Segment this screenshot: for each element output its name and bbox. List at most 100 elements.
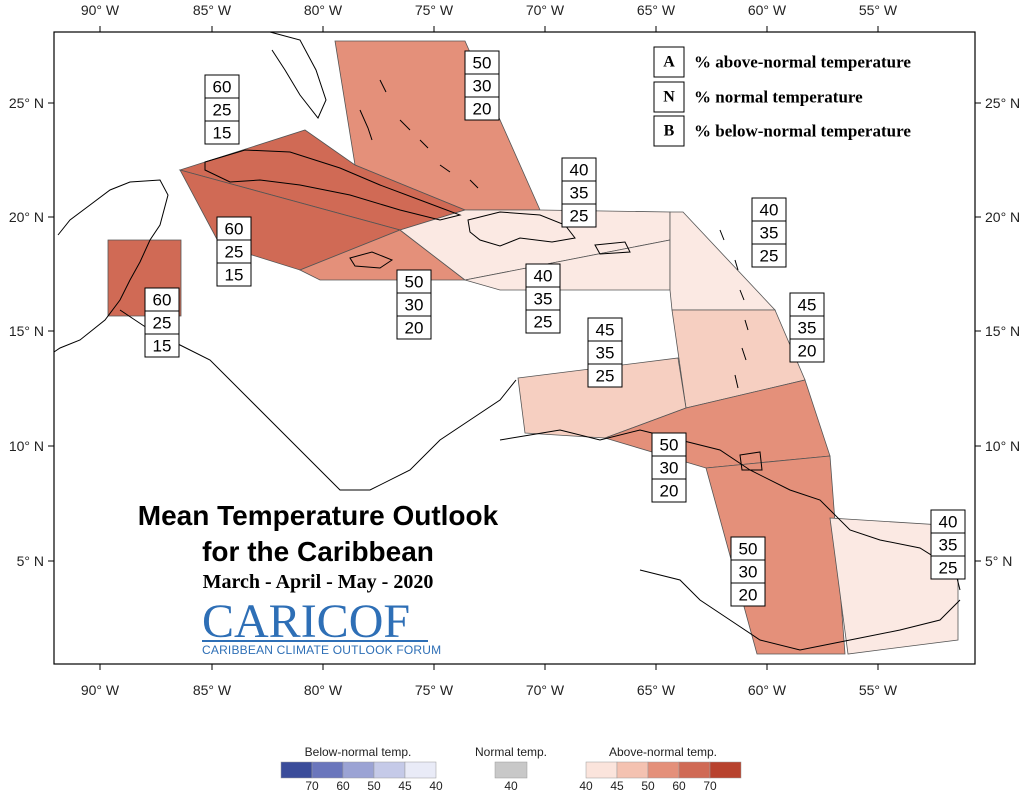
prob-value-n: 35 bbox=[939, 536, 958, 555]
prob-box-bahamas: 50 30 20 bbox=[464, 50, 500, 121]
lon-label-bottom: 75° W bbox=[415, 682, 454, 698]
lat-label-right: 25° N bbox=[985, 95, 1020, 111]
prob-value-b: 20 bbox=[405, 319, 424, 338]
below-tick: 45 bbox=[398, 779, 412, 791]
prob-value-a: 50 bbox=[405, 273, 424, 292]
prob-box-northern-leewards: 40 35 25 bbox=[751, 197, 787, 268]
lon-label-top: 60° W bbox=[748, 2, 787, 18]
prob-value-a: 60 bbox=[225, 220, 244, 239]
prob-value-n: 35 bbox=[596, 344, 615, 363]
prob-value-a: 50 bbox=[473, 54, 492, 73]
prob-value-b: 20 bbox=[660, 482, 679, 501]
prob-value-a: 40 bbox=[760, 201, 779, 220]
below-swatch bbox=[311, 761, 344, 779]
prob-box-trinidad: 50 30 20 bbox=[651, 432, 687, 503]
colorbar-normal-swatch: 40 bbox=[494, 761, 528, 791]
above-tick: 60 bbox=[672, 779, 686, 791]
prob-value-a: 50 bbox=[739, 540, 758, 559]
longitude-ticks: 90° W 90° W 85° W 85° W 80° W 80° W 75° W 75° W… bbox=[81, 2, 898, 698]
legend-row-b: B % below-normal temperature bbox=[653, 115, 911, 147]
lon-label-top: 70° W bbox=[526, 2, 565, 18]
prob-value-n: 30 bbox=[405, 296, 424, 315]
lat-label-left: 15° N bbox=[9, 323, 44, 339]
prob-value-b: 25 bbox=[534, 313, 553, 332]
prob-box-guyana: 50 30 20 bbox=[730, 536, 766, 607]
prob-value-a: 60 bbox=[213, 78, 232, 97]
below-tick: 70 bbox=[305, 779, 319, 791]
above-swatch bbox=[709, 761, 742, 779]
logo-subtitle: CARIBBEAN CLIMATE OUTLOOK FORUM bbox=[202, 643, 441, 657]
above-swatch bbox=[616, 761, 649, 779]
latitude-ticks: 25° N 25° N 20° N 20° N 15° N 15° N 10° N 10° N… bbox=[9, 95, 1020, 569]
lat-label-left: 25° N bbox=[9, 95, 44, 111]
lat-label-left: 5° N bbox=[17, 553, 44, 569]
prob-value-a: 45 bbox=[798, 296, 817, 315]
prob-value-b: 20 bbox=[798, 342, 817, 361]
prob-value-a: 45 bbox=[596, 321, 615, 340]
legend-text-a: % above-normal temperature bbox=[694, 53, 911, 72]
legend-letter-n: N bbox=[663, 89, 675, 106]
legend-text-b: % below-normal temperature bbox=[694, 122, 911, 141]
prob-box-jamaica: 50 30 20 bbox=[396, 269, 432, 340]
map-period: March - April - May - 2020 bbox=[203, 571, 434, 593]
legend-text-n: % normal temperature bbox=[694, 88, 863, 107]
prob-value-n: 35 bbox=[760, 224, 779, 243]
colorbar-above-title: Above-normal temp. bbox=[609, 745, 717, 759]
lon-label-bottom: 70° W bbox=[526, 682, 565, 698]
prob-value-b: 20 bbox=[473, 100, 492, 119]
prob-box-hispaniola: 40 35 25 bbox=[561, 157, 597, 228]
lon-label-bottom: 90° W bbox=[81, 682, 120, 698]
above-tick: 45 bbox=[610, 779, 624, 791]
logo-wordmark: CARICOF bbox=[202, 595, 410, 648]
legend-row-a: A % above-normal temperature bbox=[653, 46, 911, 78]
prob-value-n: 35 bbox=[798, 319, 817, 338]
below-tick: 40 bbox=[429, 779, 443, 791]
lat-label-right: 15° N bbox=[985, 323, 1020, 339]
prob-value-b: 15 bbox=[213, 124, 232, 143]
lon-label-top: 55° W bbox=[859, 2, 898, 18]
prob-value-n: 30 bbox=[473, 77, 492, 96]
coastlines bbox=[53, 31, 961, 651]
prob-value-b: 25 bbox=[570, 207, 589, 226]
normal-tick: 40 bbox=[504, 779, 518, 791]
lat-label-left: 10° N bbox=[9, 438, 44, 454]
above-tick: 50 bbox=[641, 779, 655, 791]
legend-row-n: N % normal temperature bbox=[653, 81, 863, 113]
caricof-logo: CARICOF CARIBBEAN CLIMATE OUTLOOK FORUM bbox=[202, 595, 441, 657]
lat-label-right: 20° N bbox=[985, 209, 1020, 225]
prob-value-n: 30 bbox=[739, 563, 758, 582]
normal-swatch bbox=[494, 761, 528, 779]
colorbar-normal-title: Normal temp. bbox=[475, 745, 547, 759]
map-title-line1: Mean Temperature Outlook bbox=[138, 500, 499, 531]
lat-label-right: 5° N bbox=[985, 553, 1012, 569]
lon-label-top: 65° W bbox=[637, 2, 676, 18]
below-tick: 50 bbox=[367, 779, 381, 791]
below-swatch bbox=[280, 761, 313, 779]
prob-box-suriname-guiana: 40 35 25 bbox=[930, 509, 966, 580]
prob-box-cuba: 60 25 15 bbox=[204, 74, 240, 145]
prob-value-a: 40 bbox=[534, 267, 553, 286]
prob-value-b: 25 bbox=[760, 247, 779, 266]
lon-label-bottom: 80° W bbox=[304, 682, 343, 698]
lon-label-top: 90° W bbox=[81, 2, 120, 18]
above-tick: 70 bbox=[703, 779, 717, 791]
below-swatch bbox=[404, 761, 437, 779]
above-tick: 40 bbox=[579, 779, 593, 791]
prob-value-a: 50 bbox=[660, 436, 679, 455]
prob-value-b: 25 bbox=[939, 559, 958, 578]
lon-label-top: 75° W bbox=[415, 2, 454, 18]
colorbar-below-swatches: 70 60 50 45 40 bbox=[280, 761, 443, 791]
lon-label-top: 85° W bbox=[193, 2, 232, 18]
abn-legend: A % above-normal temperature N % normal … bbox=[653, 46, 911, 147]
prob-box-cayman: 60 25 15 bbox=[216, 216, 252, 287]
colorbar-above-swatches: 40 45 50 60 70 bbox=[579, 761, 742, 791]
probability-boxes: 50 30 20 60 25 15 60 25 15 60 25 15 50 30 20 40 35 25 40 35… bbox=[144, 50, 966, 607]
prob-value-b: 15 bbox=[153, 337, 172, 356]
below-swatch bbox=[373, 761, 406, 779]
prob-value-n: 25 bbox=[225, 243, 244, 262]
prob-box-belize: 60 25 15 bbox=[144, 287, 180, 358]
prob-value-b: 25 bbox=[596, 367, 615, 386]
below-swatch bbox=[342, 761, 375, 779]
lon-label-bottom: 65° W bbox=[637, 682, 676, 698]
